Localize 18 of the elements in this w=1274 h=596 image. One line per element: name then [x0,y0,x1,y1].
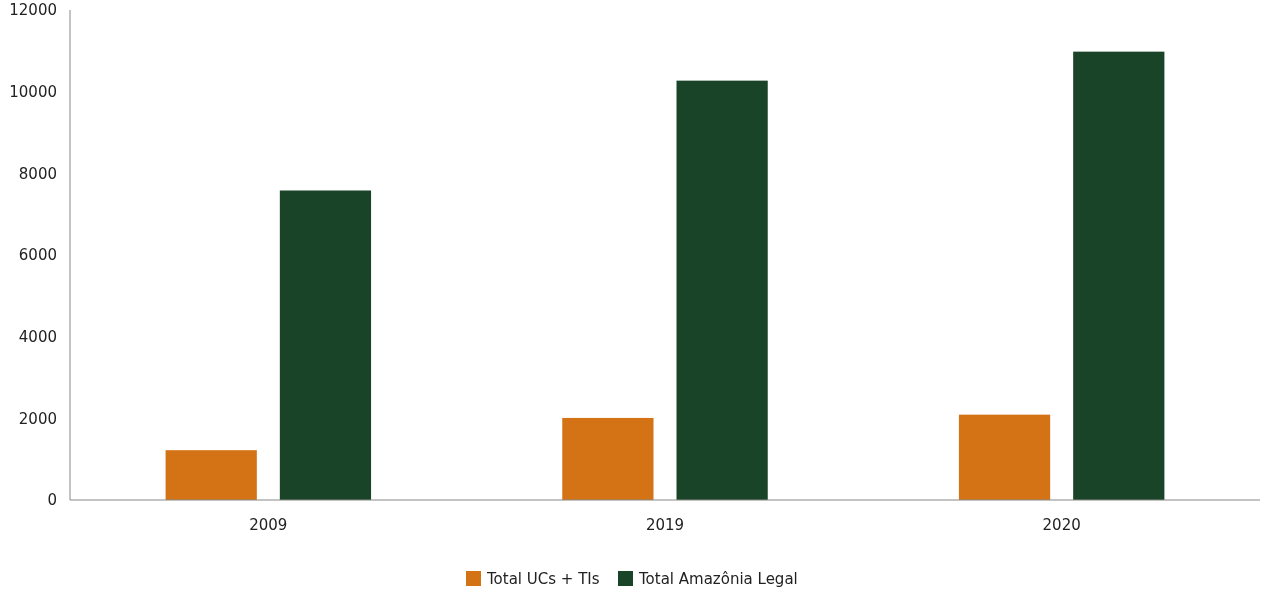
bar [1073,51,1165,500]
legend-label: Total Amazônia Legal [638,569,798,588]
bar [279,190,372,500]
y-tick-label: 8000 [18,164,57,183]
x-tick-label: 2009 [249,516,288,534]
y-tick-label: 6000 [18,246,57,265]
bar [562,417,654,500]
y-tick-label: 12000 [9,1,57,20]
x-tick-label: 2019 [645,516,685,534]
x-tick-label: 2020 [1042,516,1081,534]
bar [165,450,257,500]
legend-label: Total UCs + TIs [486,569,600,588]
bar [676,80,768,500]
y-tick-label: 4000 [18,327,57,346]
y-tick-label: 2000 [18,409,57,428]
y-tick-label: 10000 [9,82,57,101]
bar [958,414,1051,500]
y-tick-label: 0 [47,491,57,510]
